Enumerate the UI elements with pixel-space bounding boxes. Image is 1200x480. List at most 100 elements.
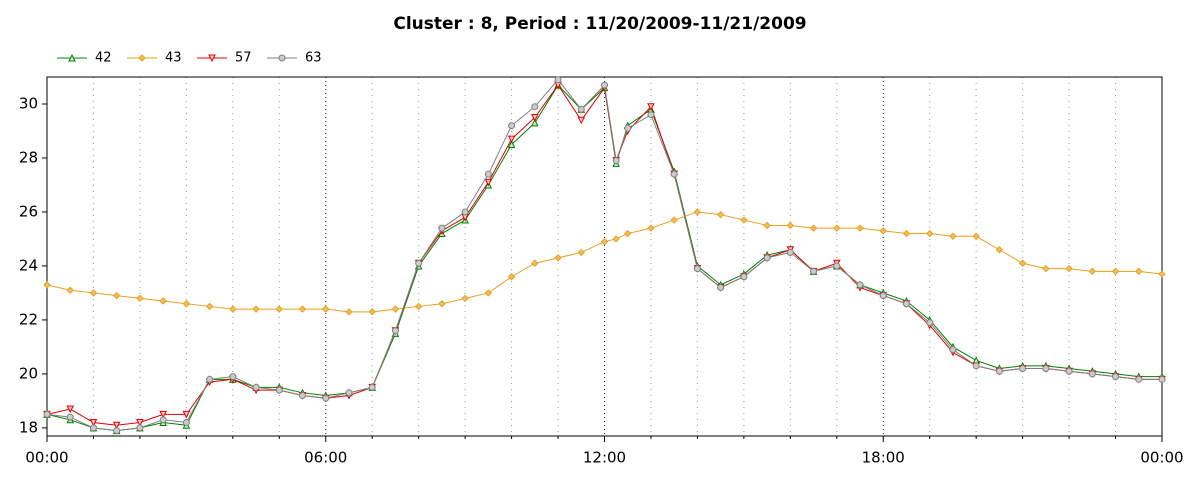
point-marker — [182, 419, 190, 427]
legend-label: 57 — [235, 51, 252, 66]
point-marker — [1111, 267, 1120, 276]
point-marker — [275, 305, 283, 313]
point-marker — [1135, 267, 1143, 276]
point-marker — [879, 227, 887, 235]
point-marker — [507, 273, 516, 281]
point-marker — [693, 208, 702, 216]
series-line — [46, 84, 1162, 426]
point-marker — [786, 221, 795, 230]
point-marker — [1135, 375, 1143, 383]
point-marker — [856, 281, 864, 289]
point-marker — [159, 416, 167, 424]
point-marker — [740, 273, 748, 281]
point-marker — [136, 419, 144, 427]
legend-label: 63 — [305, 51, 322, 66]
point-marker — [972, 232, 980, 240]
point-marker — [89, 289, 98, 297]
point-marker — [438, 224, 446, 232]
point-marker — [136, 424, 144, 432]
point-marker — [415, 259, 423, 267]
point-marker — [206, 375, 214, 383]
point-marker — [577, 105, 585, 113]
point-marker — [531, 118, 539, 127]
point-marker — [66, 405, 75, 414]
point-marker — [1042, 365, 1050, 373]
point-marker — [531, 259, 539, 267]
point-marker — [182, 300, 191, 308]
point-marker — [716, 210, 725, 219]
plot-frame — [46, 76, 1163, 437]
point-marker — [949, 232, 957, 240]
point-marker — [345, 389, 353, 397]
point-marker — [856, 224, 864, 232]
point-marker — [612, 235, 620, 243]
point-marker — [577, 248, 585, 257]
point-marker — [345, 308, 353, 316]
point-marker — [66, 413, 74, 421]
point-marker — [159, 297, 167, 305]
point-marker — [136, 294, 144, 303]
point-marker — [763, 254, 771, 262]
point-marker — [693, 265, 701, 273]
point-marker — [507, 140, 516, 148]
point-marker — [531, 103, 539, 111]
legend-marker — [138, 54, 146, 62]
point-marker — [624, 124, 632, 132]
point-marker — [647, 224, 655, 232]
x-tick-label: 18:00 — [862, 449, 905, 467]
point-marker — [229, 305, 237, 313]
point-marker — [484, 178, 493, 187]
point-marker — [508, 122, 516, 130]
point-marker — [554, 254, 562, 262]
point-marker — [902, 229, 911, 238]
point-marker — [926, 319, 934, 327]
y-tick-label: 24 — [19, 256, 38, 274]
x-tick-label: 12:00 — [583, 449, 626, 467]
point-marker — [949, 346, 957, 354]
point-marker — [554, 76, 562, 84]
point-marker — [879, 292, 887, 300]
point-marker — [182, 410, 191, 419]
point-marker — [810, 267, 818, 275]
point-marker — [786, 248, 794, 256]
point-marker — [1158, 270, 1166, 278]
point-marker — [972, 362, 980, 370]
point-marker — [833, 224, 841, 232]
point-marker — [322, 394, 330, 402]
point-marker — [438, 300, 446, 308]
point-marker — [740, 216, 748, 224]
legend-label: 43 — [165, 51, 182, 66]
point-marker — [647, 103, 655, 111]
point-marker — [461, 294, 469, 303]
point-marker — [252, 383, 260, 391]
point-marker — [531, 113, 539, 122]
point-marker — [414, 302, 423, 311]
point-marker — [717, 284, 725, 292]
y-tick-label: 30 — [19, 94, 38, 112]
x-tick-label: 06:00 — [304, 449, 347, 467]
point-marker — [507, 135, 516, 144]
chart-title: Cluster : 8, Period : 11/20/2009-11/21/2… — [393, 14, 806, 34]
point-marker — [763, 221, 771, 230]
point-marker — [1158, 375, 1166, 383]
legend-label: 42 — [95, 51, 112, 66]
point-marker — [1088, 267, 1097, 276]
point-marker — [89, 419, 98, 427]
point-marker — [1088, 370, 1096, 378]
x-tick-label: 00:00 — [25, 449, 68, 467]
point-marker — [43, 410, 51, 418]
point-marker — [391, 327, 399, 335]
point-marker — [1065, 264, 1073, 273]
point-marker — [1112, 373, 1120, 381]
point-marker — [902, 300, 910, 308]
point-marker — [113, 427, 121, 435]
point-marker — [66, 286, 74, 294]
point-marker — [1065, 367, 1073, 375]
point-marker — [159, 410, 167, 419]
point-marker — [252, 305, 260, 313]
point-marker — [112, 421, 121, 430]
point-marker — [995, 367, 1003, 375]
series-line — [46, 211, 1163, 313]
y-tick-label: 28 — [19, 148, 38, 166]
